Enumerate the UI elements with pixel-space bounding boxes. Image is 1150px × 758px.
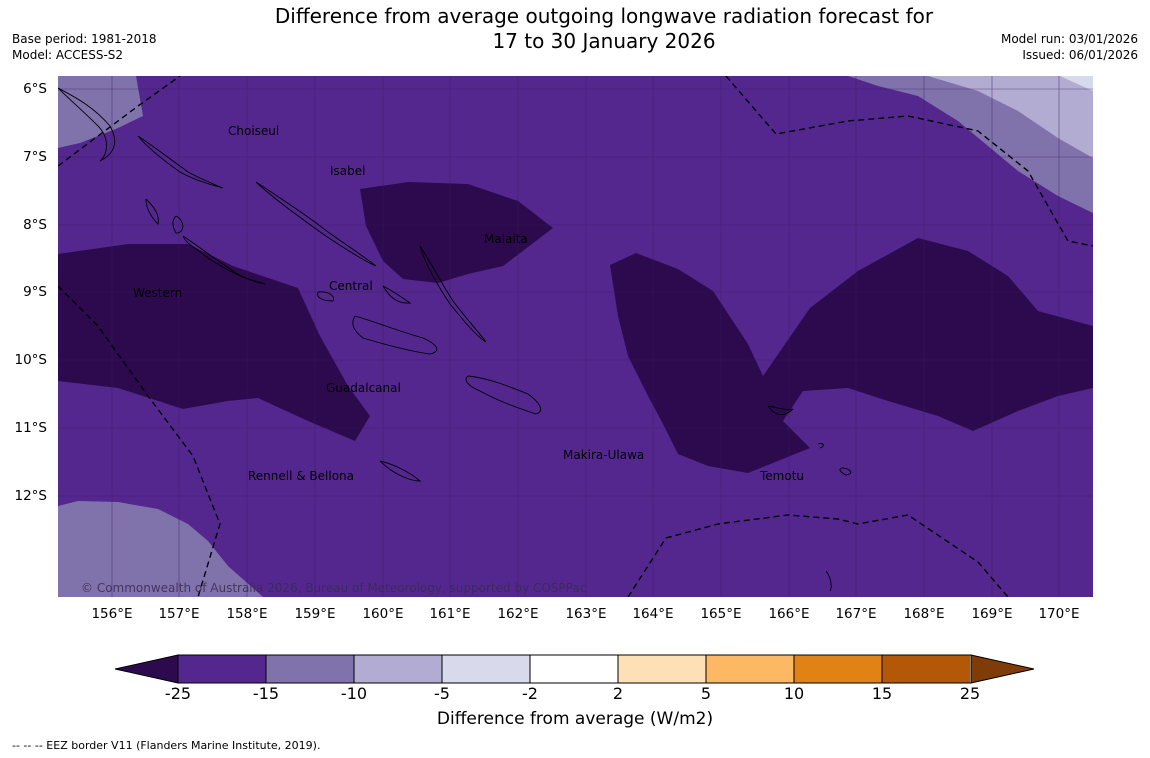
lat-label-12s: 12°S <box>14 488 48 504</box>
label-temotu: Temotu <box>759 469 804 483</box>
coastline-bougainville <box>58 87 116 162</box>
colorbar-swatch <box>442 655 530 683</box>
label-isabel: Isabel <box>330 164 365 178</box>
issued-text: Issued: 06/01/2026 <box>1022 48 1138 62</box>
model-run-text: Model run: 03/01/2026 <box>1000 32 1138 46</box>
coastline-vanuatu-north <box>825 570 832 592</box>
label-guadalcanal: Guadalcanal <box>326 381 401 395</box>
colorbar-swatch <box>706 655 794 683</box>
colorbar-swatch <box>178 655 266 683</box>
colorbar-tick: -10 <box>340 684 368 703</box>
colorbar-tick: 15 <box>871 684 893 703</box>
colorbar-tick: 2 <box>612 684 624 703</box>
lat-label-9s: 9°S <box>23 284 47 300</box>
colorbar-swatch <box>882 655 970 683</box>
meta-right: Model run: 03/01/2026 Issued: 06/01/2026 <box>1001 31 1138 63</box>
lat-label-10s: 10°S <box>14 352 48 368</box>
label-malaita: Malaita <box>484 232 528 246</box>
lat-label-6s: 6°S <box>23 81 47 97</box>
colorbar-outline <box>177 654 972 684</box>
grid-lines <box>58 76 1093 597</box>
coastline-choiseul <box>137 135 224 189</box>
colorbar-tick: 10 <box>783 684 805 703</box>
coastline-makira <box>465 375 541 415</box>
coastline-florida-islands <box>317 285 412 304</box>
colorbar-tick: 5 <box>700 684 712 703</box>
label-choiseul: Choiseul <box>228 124 279 138</box>
colorbar-swatch <box>354 655 442 683</box>
colorbar-swatch <box>266 655 354 683</box>
lon-label-165e: 165°E <box>700 606 742 622</box>
anomaly-region-west <box>58 244 370 441</box>
map-title: Difference from average outgoing longwav… <box>274 4 934 53</box>
lon-label-164e: 164°E <box>632 606 674 622</box>
colorbar-tick: 25 <box>959 684 981 703</box>
base-period-text: Base period: 1981-2018 <box>12 32 157 46</box>
colorbar-dividers <box>265 655 883 683</box>
coastline-isabel <box>255 181 377 267</box>
coastline-new-georgia <box>145 198 266 285</box>
anomaly-region-sw <box>58 501 263 597</box>
lat-label-7s: 7°S <box>23 149 47 165</box>
coastlines <box>58 87 852 592</box>
label-makira-ulawa: Makira-Ulawa <box>563 448 644 462</box>
coastline-malaita <box>419 245 487 343</box>
lon-label-170e: 170°E <box>1038 606 1080 622</box>
lon-label-160e: 160°E <box>362 606 404 622</box>
lon-label-158e: 158°E <box>226 606 268 622</box>
lon-label-166e: 166°E <box>768 606 810 622</box>
colorbar-title: Difference from average (W/m2) <box>436 709 714 729</box>
colorbar-tick: -2 <box>522 684 538 703</box>
eez-borders <box>58 76 1093 597</box>
label-western: Western <box>133 286 182 300</box>
anomaly-region-nw <box>58 76 143 148</box>
model-text: Model: ACCESS-S2 <box>12 48 124 62</box>
province-labels: Choiseul Isabel Malaita Western Central … <box>133 124 804 483</box>
anomaly-region-malaita <box>360 182 553 283</box>
lon-label-163e: 163°E <box>565 606 607 622</box>
colorbar <box>114 654 1035 684</box>
footnote: -- -- -- EEZ border V11 (Flanders Marine… <box>12 739 321 752</box>
colorbar-arrow-high <box>970 654 1035 684</box>
lon-label-167e: 167°E <box>835 606 877 622</box>
coastline-rennell <box>379 460 422 482</box>
anomaly-region-ne-inner <box>1060 76 1093 91</box>
meta-left: Base period: 1981-2018 Model: ACCESS-S2 <box>12 31 157 63</box>
colorbar-tick: -25 <box>164 684 192 703</box>
coastline-temotu <box>767 405 852 476</box>
colorbar-swatch <box>530 655 618 683</box>
colorbar-arrow-low <box>114 654 179 684</box>
lon-label-156e: 156°E <box>91 606 133 622</box>
coastline-guadalcanal <box>352 315 438 355</box>
copyright-text: © Commonwealth of Australia 2026, Bureau… <box>81 581 586 595</box>
lon-label-161e: 161°E <box>429 606 471 622</box>
lon-label-157e: 157°E <box>158 606 200 622</box>
colorbar-swatch <box>794 655 882 683</box>
label-central: Central <box>329 279 373 293</box>
anomaly-region-east <box>610 238 1093 473</box>
forecast-map: Choiseul Isabel Malaita Western Central … <box>58 76 1093 597</box>
lat-label-11s: 11°S <box>14 420 48 436</box>
label-rennell-bellona: Rennell & Bellona <box>248 469 354 483</box>
colorbar-tick: -15 <box>252 684 280 703</box>
lon-label-168e: 168°E <box>903 606 945 622</box>
colorbar-tick: -5 <box>434 684 450 703</box>
lon-label-169e: 169°E <box>971 606 1013 622</box>
colorbar-swatch <box>618 655 706 683</box>
anomaly-region-ne-middle <box>928 76 1093 158</box>
lon-label-159e: 159°E <box>294 606 336 622</box>
lat-label-8s: 8°S <box>23 217 47 233</box>
lon-label-162e: 162°E <box>497 606 539 622</box>
